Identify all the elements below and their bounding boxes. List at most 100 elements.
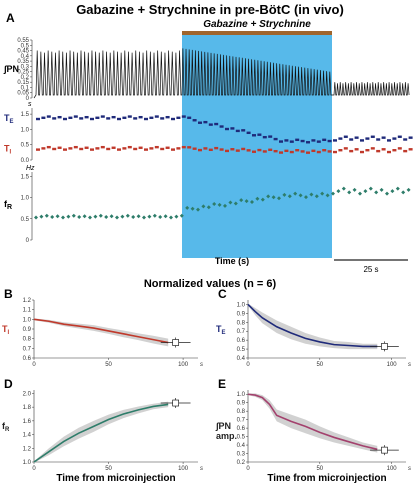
y-tick-label: 0.4 [237, 443, 246, 449]
fr-point [374, 190, 379, 195]
fr-point [271, 195, 276, 200]
y-tick-label: 2.0 [23, 391, 32, 397]
time-axis-label: Time (s) [215, 256, 249, 266]
fr-point [152, 213, 157, 218]
fr-point [88, 215, 92, 220]
fr-point [244, 199, 249, 204]
pn-y-tick-label: 0.2 [21, 75, 30, 81]
te-point [349, 138, 354, 141]
fr-point [282, 192, 287, 197]
y-tick-label: 0.8 [237, 320, 246, 326]
te-point [370, 135, 375, 138]
ti-point [370, 147, 375, 150]
fr-point [260, 197, 265, 202]
x-tick-label: 50 [105, 466, 112, 472]
te-point [295, 138, 300, 142]
panel-letter: C [218, 287, 227, 301]
panel-letter: E [218, 377, 226, 391]
ti-point [327, 150, 332, 153]
fr-point [304, 195, 308, 200]
pn-y-tick-label: 0.15 [17, 80, 29, 86]
ti-point [316, 150, 321, 154]
y-tick-label: 0.8 [237, 409, 246, 415]
fr-point [331, 191, 335, 196]
pn-y-tick-label: 0.35 [17, 59, 29, 65]
fr-point [190, 206, 195, 211]
x-tick-label: 0 [246, 466, 250, 472]
te-point [165, 115, 170, 119]
pn-burst-trace [33, 48, 410, 99]
te-point [154, 115, 159, 118]
times-unit: s [28, 101, 32, 108]
fr-point [341, 186, 346, 191]
te-point [403, 138, 408, 141]
fr-point [66, 214, 71, 219]
fr-point [125, 213, 130, 218]
normalized-title: Normalized values (n = 6) [144, 278, 277, 290]
mean-line [33, 318, 169, 344]
te-point [273, 137, 278, 141]
ti-point [171, 148, 175, 151]
fr-point [142, 215, 146, 220]
te-point [279, 140, 283, 143]
mean-line [247, 303, 378, 348]
mean-line [33, 403, 169, 463]
y-tick-label: 1.6 [23, 419, 32, 425]
fr-point [158, 215, 163, 220]
te-point [171, 117, 175, 121]
times-y-tick-label: 1.0 [21, 127, 30, 133]
ti-point [165, 146, 170, 149]
fr-point [169, 215, 173, 220]
y-tick-label: 0.6 [23, 356, 32, 362]
sem-band [248, 393, 378, 453]
y-tick-label: 0.3 [237, 452, 246, 458]
pn-y-tick-label: 0.5 [21, 43, 30, 49]
y-tick-label: 0.6 [237, 338, 246, 344]
ti-point [127, 145, 132, 149]
fr-point [250, 200, 254, 205]
y-tick-label: 0.7 [23, 346, 32, 352]
ti-point [111, 146, 116, 149]
mean-line [247, 393, 378, 451]
y-tick-label: 0.8 [23, 337, 32, 343]
fr-point [406, 187, 411, 192]
fr-point [93, 214, 98, 219]
te-point [300, 139, 305, 143]
ti-point [295, 149, 300, 152]
te-point [57, 115, 62, 119]
fr-point [401, 190, 406, 195]
fr-point [44, 213, 49, 218]
te-point [252, 134, 256, 137]
x-tick-label: 0 [246, 362, 250, 368]
te-point [111, 115, 116, 119]
ti-point [41, 147, 46, 150]
ti-point [198, 148, 202, 152]
fr-point [390, 189, 395, 194]
y-label: TI [2, 324, 10, 336]
te-point [149, 116, 154, 119]
sem-band [34, 401, 169, 463]
te-point [176, 116, 181, 119]
fr-point [379, 187, 384, 192]
te-point [219, 125, 224, 128]
ti-point [257, 148, 262, 152]
fr-point [358, 191, 362, 196]
te-point [192, 119, 197, 122]
pn-y-tick-label: 0.25 [17, 70, 29, 76]
fr-point [77, 215, 82, 220]
te-point [360, 139, 364, 142]
fr-point [201, 204, 206, 209]
ti-point [57, 146, 62, 149]
te-point [311, 139, 316, 142]
te-point [381, 136, 386, 139]
fr-point [104, 215, 109, 220]
x-label: Time from microinjection [267, 473, 386, 484]
ti-point [214, 146, 219, 150]
panel-b: B 0.6 0.7 0.8 0.9 1.0 1.1 1.2 0 50 100 s TI [2, 287, 203, 368]
pn-y-tick-label: 0.55 [17, 38, 29, 44]
ti-point [117, 148, 121, 151]
pn-y-tick-label: 0.3 [21, 64, 30, 70]
x-unit: s [200, 466, 203, 472]
fr-point [266, 194, 271, 199]
fr-point [34, 215, 38, 220]
